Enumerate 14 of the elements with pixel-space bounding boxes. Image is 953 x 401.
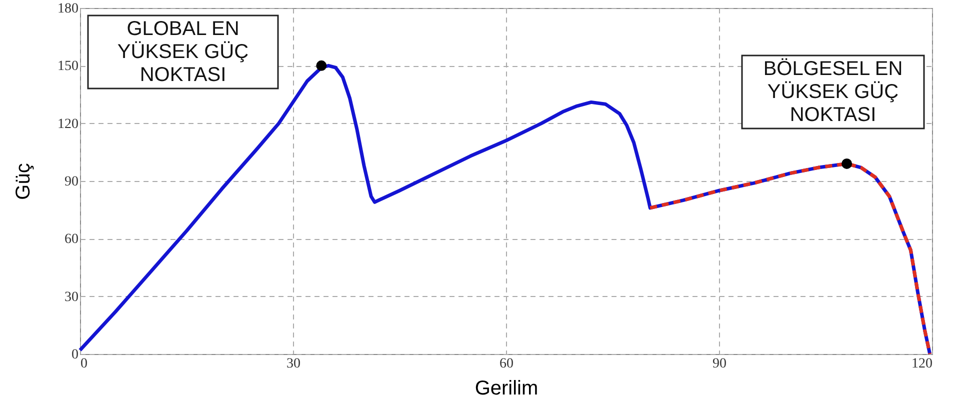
x-tick-label: 60 [500, 356, 514, 372]
y-tick-label: 180 [58, 2, 78, 16]
x-tick-label: 30 [286, 356, 300, 372]
y-axis-title: Güç [12, 163, 34, 200]
x-tick-label: 90 [712, 356, 726, 372]
y-tick-label: 120 [58, 116, 78, 132]
x-axis-title: Gerilim [474, 378, 538, 400]
annotation: BÖLGESEL EN YÜKSEK GÜÇ NOKTASI [763, 58, 903, 126]
y-tick-label: 90 [64, 174, 78, 190]
y-tick-label: 60 [64, 232, 78, 248]
x-tick-label: 120 [912, 356, 932, 372]
y-tick-label: 150 [58, 59, 78, 74]
annotation: GLOBAL EN YÜKSEK GÜÇ NOKTASI [117, 18, 249, 86]
y-tick-label: 30 [64, 290, 78, 305]
